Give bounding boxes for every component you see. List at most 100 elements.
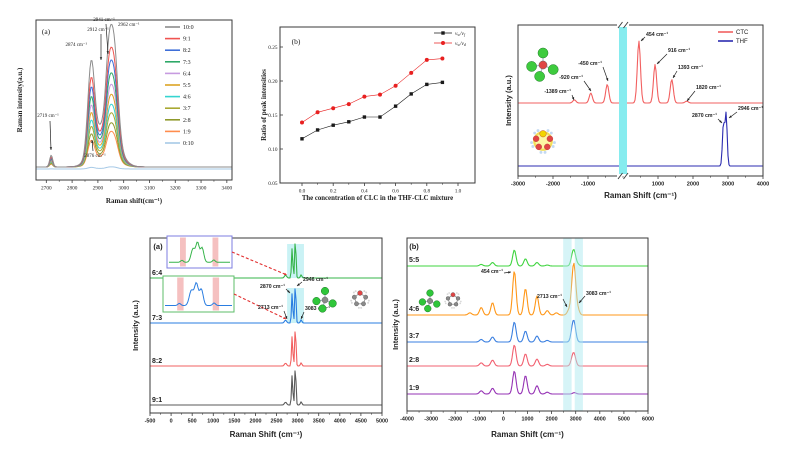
annotation-arrow-head [729,115,732,118]
y-tick-label: 0.15 [268,113,278,119]
annotation-arrow-head [588,88,591,91]
scatter-point [346,102,351,107]
annotation-text: 454 cm⁻¹ [481,269,503,275]
panel-stacked-spectra-b: -4000 -3000 -2000 -1000 0 1000 2000 3000 4000 500… [391,228,672,453]
y-tick-label: 0.20 [268,79,278,85]
inset-highlight-band [212,237,219,267]
scatter-point [331,106,336,111]
legend: 10:0 9:1 8:2 7:3 6:4 5:5 4:6 3:7 2:8 1:9 0:10 [165,25,194,147]
axis-title-x: The concentration of CLC in the THF-CLC … [302,195,453,202]
x-tick-label: 1000 [652,182,664,188]
annotation-arrow-head [605,78,609,81]
x-tick-label: 0 [502,417,505,423]
annotation-text: 2719 cm⁻¹ [37,113,59,119]
chlorine-atom [424,304,432,313]
chlorine-atom [312,297,321,306]
molecule-thf-ring [350,290,370,309]
annotation-arrow-head [49,147,53,150]
hydrogen-atom [360,306,363,309]
molecule-thf-ring [530,129,556,154]
inset-curve [169,241,230,263]
annotation-text: 3083 cm⁻¹ [305,306,330,312]
chlorine-atom [418,298,427,306]
x-tick-label: 2000 [546,417,558,423]
annotation-arrow-head [673,75,676,78]
x-tick-label: 0 [170,419,173,425]
scatter-point [440,80,445,85]
annotation-arrow-head [571,97,575,100]
axis-title-x: Raman Shift (cm⁻¹) [604,191,677,200]
x-tick-label: -1000 [472,417,486,423]
hydrogen-atom [459,302,462,305]
legend-marker [441,31,445,35]
carbon-atom [361,301,366,307]
plot-frame [517,24,764,177]
axis-title-y: Intensity (a.u.) [391,299,400,350]
legend-label: 8:2 [183,48,191,54]
annotation-arrow [49,120,52,151]
hydrogen-atom [350,299,353,302]
inset-highlight-band [212,277,220,311]
annotation-text: 454 cm⁻¹ [646,32,668,38]
oxygen-atom [357,290,363,296]
trace-label: 8:2 [152,358,162,365]
legend: νw/νf νw/νd [434,31,466,47]
scatter-point [425,82,429,87]
trace-label: 3:7 [409,333,419,340]
inset-curve [165,281,232,307]
break-slash [623,21,629,29]
panel-letter: (a) [42,27,51,36]
legend-label: 3:7 [183,106,191,112]
panel-stacked-spectra-a: -500 0 500 1000 1500 2000 2500 3000 3500 4000 4500… [130,228,392,453]
annotation-text: 2870 cm⁻¹ [692,113,717,119]
annotation-arrow-head [508,271,511,274]
plot-frame [279,26,476,184]
legend-label: 9:1 [183,37,191,43]
panel-peak-ratio-b: 0.0 0.2 0.4 0.6 0.8 1.0 0.05 0.10 0.15 0.20 0.25 νw… [258,2,510,218]
hydrogen-atom [357,306,360,309]
annotation-arrow-head [657,61,660,64]
annotation-text: 3083 cm⁻¹ [586,291,611,297]
panel-letter: (b) [292,37,301,46]
inset-highlight-band [180,237,186,267]
chlorine-atom [426,289,434,297]
spectrum-trace-4:6 [407,262,648,316]
legend-label: 5:5 [183,83,191,89]
x-tick-label: -1000 [581,182,595,188]
scatter-point [378,115,382,119]
x-tick-label: 1.0 [455,189,462,195]
carbon-atom [354,301,359,307]
scatter-point [315,128,320,132]
axis-title-y: Ratio of peak intensities [260,69,268,141]
hydrogen-atom [453,307,455,309]
x-tick-label: 2500 [271,419,283,425]
annotation-arrow-head [719,120,722,123]
spectrum-trace-CTC [518,40,763,104]
carbon-atom [546,135,554,142]
carbon-atom [544,143,551,151]
inset-highlight-band [177,277,184,311]
legend: CTC THF [718,30,749,45]
legend-label: THF [736,39,748,45]
spectrum-trace-10:0 [36,23,232,168]
inset-zoom-box [162,275,235,313]
x-tick-label: 0.6 [392,189,399,195]
x-tick-label: 5000 [618,417,630,423]
hydrogen-atom [350,301,353,304]
x-tick-label: 3200 [170,186,181,192]
scatter-point [409,70,414,75]
spectrum-trace-2:8 [407,344,648,367]
carbon-atom [427,298,433,304]
panel-ctc-thf-reference: -3000 -2000 -1000 1000 2000 3000 4000 Raman Shi… [504,3,794,217]
carbon-atom [453,302,459,307]
annotation-arrow-head [284,316,288,319]
x-tick-label: 0.2 [330,189,337,195]
legend-label: 6:4 [183,71,191,77]
annotation-arrow-head [301,316,304,319]
x-tick-label: 2000 [249,419,261,425]
x-tick-label: 0.8 [423,189,430,195]
inset-frame [162,275,235,313]
chlorine-atom [433,300,441,308]
callout-arrow-head [284,272,287,276]
